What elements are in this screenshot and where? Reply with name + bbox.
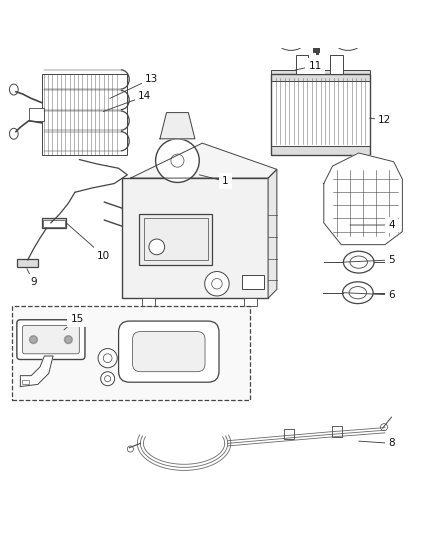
- Bar: [313, 33, 320, 53]
- Ellipse shape: [343, 282, 373, 304]
- Polygon shape: [324, 153, 403, 245]
- Text: 15: 15: [64, 314, 84, 330]
- Bar: [42, 219, 66, 228]
- Circle shape: [101, 372, 115, 386]
- Circle shape: [149, 239, 165, 255]
- Circle shape: [98, 349, 117, 368]
- Bar: [272, 70, 370, 81]
- Bar: [284, 429, 294, 439]
- Polygon shape: [268, 169, 277, 298]
- Text: 14: 14: [103, 91, 152, 111]
- Circle shape: [64, 336, 72, 344]
- Ellipse shape: [285, 41, 297, 47]
- Text: 9: 9: [27, 269, 37, 287]
- Bar: [43, 220, 65, 227]
- Polygon shape: [160, 112, 195, 139]
- Bar: [272, 146, 370, 155]
- Text: 12: 12: [370, 115, 392, 125]
- FancyBboxPatch shape: [17, 320, 85, 359]
- Polygon shape: [20, 356, 53, 386]
- Bar: [332, 426, 342, 437]
- Bar: [244, 298, 257, 306]
- Bar: [330, 55, 343, 75]
- Circle shape: [212, 279, 222, 289]
- Circle shape: [105, 376, 111, 382]
- Text: 5: 5: [343, 255, 395, 265]
- FancyBboxPatch shape: [119, 321, 219, 382]
- Bar: [12, 306, 250, 400]
- Bar: [42, 75, 127, 155]
- Bar: [144, 219, 208, 260]
- Bar: [296, 55, 308, 75]
- Text: 10: 10: [66, 223, 110, 261]
- Text: 1: 1: [199, 175, 229, 187]
- Circle shape: [103, 354, 112, 362]
- Circle shape: [381, 424, 388, 431]
- Bar: [141, 298, 155, 306]
- Bar: [28, 108, 44, 122]
- Ellipse shape: [350, 256, 367, 268]
- FancyBboxPatch shape: [133, 332, 205, 372]
- Text: 8: 8: [359, 438, 395, 448]
- Bar: [139, 214, 212, 264]
- Bar: [242, 276, 264, 288]
- Text: 6: 6: [343, 290, 395, 300]
- Circle shape: [29, 336, 37, 344]
- Circle shape: [155, 139, 199, 182]
- Circle shape: [171, 154, 184, 167]
- Ellipse shape: [279, 37, 303, 51]
- Circle shape: [127, 446, 134, 452]
- Ellipse shape: [342, 41, 355, 47]
- Bar: [17, 259, 38, 268]
- Bar: [272, 75, 370, 155]
- Text: 11: 11: [295, 61, 321, 71]
- Ellipse shape: [10, 84, 18, 95]
- Ellipse shape: [349, 287, 367, 299]
- Circle shape: [205, 271, 229, 296]
- Ellipse shape: [336, 37, 360, 51]
- FancyBboxPatch shape: [22, 326, 79, 354]
- Text: 4: 4: [350, 220, 395, 230]
- Ellipse shape: [343, 251, 374, 273]
- FancyBboxPatch shape: [122, 178, 268, 298]
- Text: 13: 13: [110, 74, 158, 99]
- Polygon shape: [131, 143, 277, 178]
- Ellipse shape: [10, 128, 18, 139]
- Bar: [22, 380, 28, 384]
